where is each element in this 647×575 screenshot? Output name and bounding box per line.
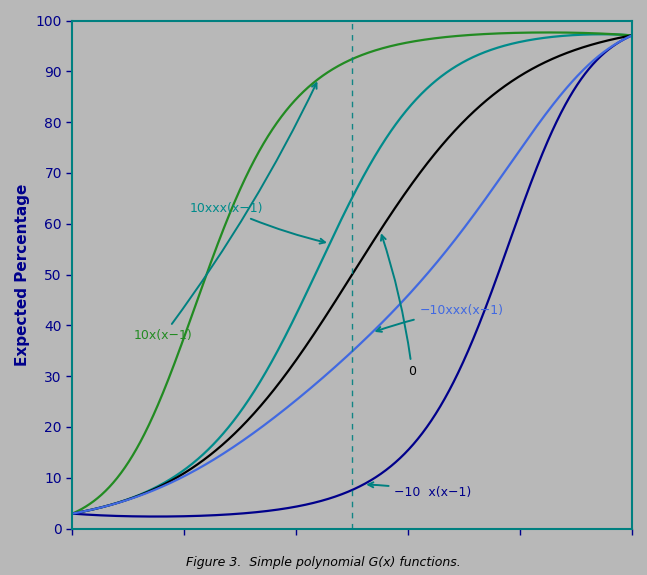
Y-axis label: Expected Percentage: Expected Percentage	[15, 183, 30, 366]
Text: −10  x(x−1): −10 x(x−1)	[368, 482, 472, 500]
Text: −10xxx(x−1): −10xxx(x−1)	[377, 304, 503, 332]
Text: 0: 0	[381, 235, 416, 378]
Text: Figure 3.  Simple polynomial G(x) functions.: Figure 3. Simple polynomial G(x) functio…	[186, 556, 461, 569]
Text: 10x(x−1): 10x(x−1)	[134, 83, 316, 342]
Text: 10xxx(x−1): 10xxx(x−1)	[190, 202, 325, 244]
